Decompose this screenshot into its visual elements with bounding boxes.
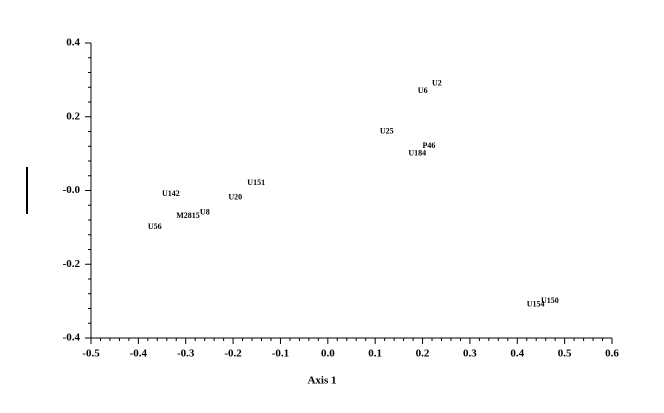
x-tick-label: 0.1 <box>368 348 382 360</box>
y-tick-label: 0.2 <box>66 110 80 122</box>
y-tick-label: -0.0 <box>63 184 81 196</box>
x-tick-label: 0.2 <box>416 348 430 360</box>
point-label: U154 <box>527 300 545 309</box>
x-tick-label: -0.4 <box>130 348 148 360</box>
x-tick-label: -0.5 <box>82 348 100 360</box>
x-tick-label: -0.2 <box>224 348 242 360</box>
y-tick-label: -0.2 <box>63 258 81 270</box>
point-label: U56 <box>148 222 162 231</box>
point-label: U142 <box>162 189 180 198</box>
point-label: U150 <box>541 296 559 305</box>
x-axis-label: Axis 1 <box>307 375 336 387</box>
x-tick-label: 0.0 <box>321 348 335 360</box>
y-tick-label: 0.4 <box>66 37 80 49</box>
x-tick-label: 0.6 <box>605 348 619 360</box>
point-label: P46 <box>423 141 436 150</box>
x-tick-label: 0.4 <box>510 348 524 360</box>
x-tick-label: -0.3 <box>177 348 195 360</box>
point-label: U151 <box>247 178 265 187</box>
point-label: U6 <box>418 86 428 95</box>
x-tick-label: 0.5 <box>558 348 572 360</box>
y-tick-label: -0.4 <box>63 332 81 344</box>
point-label: M2815 <box>176 211 200 220</box>
point-label: U20 <box>228 193 242 202</box>
point-label: U184 <box>408 148 426 157</box>
x-tick-label: 0.3 <box>463 348 477 360</box>
x-tick-label: -0.1 <box>272 348 289 360</box>
point-label: U2 <box>432 78 442 87</box>
point-label: U8 <box>200 207 210 216</box>
point-label: U25 <box>380 126 394 135</box>
